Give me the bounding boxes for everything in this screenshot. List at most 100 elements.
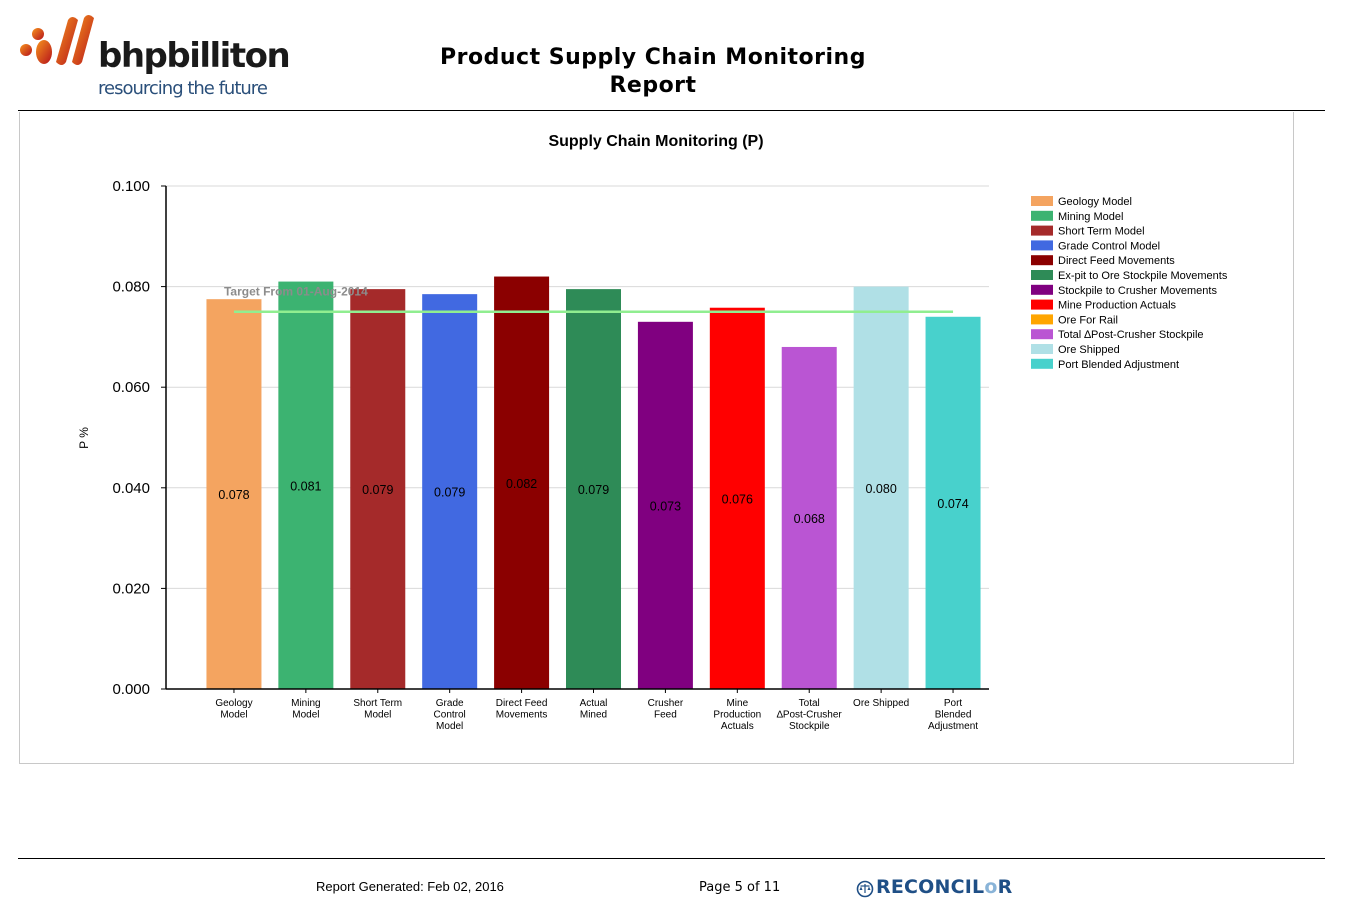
x-tick-label-line: Mine: [726, 698, 748, 709]
legend-label: Port Blended Adjustment: [1058, 359, 1179, 371]
x-tick-label-line: Actuals: [721, 721, 754, 732]
bar-value-label: 0.073: [650, 499, 681, 513]
legend-swatch: [1031, 299, 1053, 310]
x-tick-label-line: Geology: [215, 698, 252, 709]
bars: [206, 276, 981, 689]
footer-divider: [18, 858, 1325, 859]
legend-swatch: [1031, 240, 1053, 251]
x-tick-label-line: Mining: [291, 698, 320, 709]
x-tick-label-line: Mined: [580, 710, 607, 721]
legend-label: Geology Model: [1058, 196, 1132, 208]
legend-label: Mining Model: [1058, 211, 1123, 223]
bar-value-label: 0.080: [865, 482, 896, 496]
legend-swatch: [1031, 358, 1053, 369]
bar-value-label: 0.082: [506, 477, 537, 491]
page-indicator: Page 5 of 11: [699, 880, 781, 895]
x-tick-label-line: Short Term: [353, 698, 402, 709]
legend-label: Total ∆Post-Crusher Stockpile: [1058, 329, 1204, 341]
x-tick-label-line: Feed: [654, 710, 677, 721]
y-tick-label: 0.060: [112, 379, 150, 396]
y-tick-label: 0.080: [112, 279, 150, 296]
x-tick-label-line: Production: [713, 710, 761, 721]
bar-value-label: 0.076: [722, 492, 753, 506]
reconcilor-wordmark-suffix: R: [997, 876, 1013, 898]
x-tick-label-line: Direct Feed: [496, 698, 548, 709]
y-tick-label: 0.040: [112, 480, 150, 497]
axes: [161, 185, 989, 693]
legend-swatch: [1031, 225, 1053, 236]
x-tick-label: Total ∆Post-Crusher Stockpile: [777, 698, 843, 732]
legend-label: Mine Production Actuals: [1058, 300, 1177, 312]
x-tick-label: Crusher Feed: [648, 698, 684, 721]
report-title-line-2: Report: [609, 73, 697, 98]
bar-value-label: 0.079: [578, 483, 609, 497]
x-tick-label: Actual Mined: [580, 698, 608, 721]
legend-label: Ex-pit to Ore Stockpile Movements: [1058, 270, 1228, 282]
brand-tagline: resourcing the future: [98, 78, 268, 99]
x-tick-label-line: Crusher: [648, 698, 684, 709]
bar: [494, 276, 550, 689]
bar: [637, 321, 693, 689]
target-line-group: Target From 01-Aug-2014: [224, 285, 954, 313]
x-tick-label-line: Model: [292, 710, 319, 721]
x-tick-label-line: Blended: [935, 710, 972, 721]
legend-label: Grade Control Model: [1058, 240, 1160, 252]
x-tick-label-line: Stockpile: [789, 721, 830, 732]
legend-swatch: [1031, 329, 1053, 340]
supply-chain-chart: Supply Chain Monitoring (P) P % Target F…: [77, 133, 1228, 732]
x-tick-label: Mine Production Actuals: [713, 698, 761, 732]
bar: [925, 316, 981, 689]
x-tick-label: Mining Model: [291, 698, 320, 721]
legend-label: Stockpile to Crusher Movements: [1058, 285, 1217, 297]
legend-swatch: [1031, 284, 1053, 295]
bar-value-label: 0.079: [362, 483, 393, 497]
x-tick-label-line: Adjustment: [928, 721, 978, 732]
report-title-line-1: Product Supply Chain Monitoring: [440, 45, 866, 70]
x-tick-label-line: Ore Shipped: [853, 698, 909, 709]
bar: [350, 289, 406, 689]
chart-title: Supply Chain Monitoring (P): [548, 133, 763, 150]
bar-value-label: 0.068: [794, 512, 825, 526]
bar-value-label: 0.079: [434, 486, 465, 500]
legend-label: Ore For Rail: [1058, 314, 1118, 326]
x-tick-label: Short Term Model: [353, 698, 402, 721]
x-tick-label-line: Port: [944, 698, 963, 709]
target-line-label: Target From 01-Aug-2014: [224, 285, 368, 299]
value-labels: 0.078 0.081 0.079 0.079 0.082 0.079 0.073 0.076…: [218, 477, 968, 526]
bar: [206, 299, 262, 689]
x-tick-label: Grade Control Model: [434, 698, 466, 732]
x-tick-label-line: Movements: [496, 710, 548, 721]
bhp-logo-mark-icon: [20, 15, 94, 65]
x-tick-label-line: Total: [799, 698, 820, 709]
x-tick-label: Ore Shipped: [853, 698, 909, 709]
x-tick-label: Port Blended Adjustment: [928, 698, 978, 732]
reconcilor-wordmark: RECONCILoR: [876, 876, 1013, 898]
legend-swatch: [1031, 255, 1053, 266]
legend-label: Short Term Model: [1058, 226, 1145, 238]
report-generated-date: Report Generated: Feb 02, 2016: [316, 879, 504, 894]
legend-swatch: [1031, 210, 1053, 221]
legend-swatch: [1031, 196, 1053, 206]
y-axis-label: P %: [77, 427, 91, 449]
y-tick-labels: 0.000 0.020 0.040 0.060 0.080 0.100: [112, 178, 150, 698]
bar: [278, 281, 334, 689]
bar: [781, 346, 837, 689]
x-tick-label-line: Grade: [436, 698, 464, 709]
bar-value-label: 0.074: [937, 497, 968, 511]
bar: [566, 289, 621, 689]
y-tick-label: 0.000: [112, 681, 150, 698]
x-tick-label-line: Model: [364, 710, 391, 721]
header-divider: [18, 110, 1325, 111]
reconcilor-scale-icon: [856, 880, 874, 898]
x-tick-label: Direct Feed Movements: [496, 698, 548, 721]
reconcilor-wordmark-main: RECONCIL: [876, 876, 985, 898]
bar: [709, 307, 765, 689]
x-tick-label-line: Actual: [580, 698, 608, 709]
bar: [422, 294, 478, 689]
x-tick-label: Geology Model: [215, 698, 252, 721]
bar-value-label: 0.081: [290, 479, 321, 493]
y-tick-label: 0.100: [112, 178, 150, 195]
bar: [853, 286, 909, 689]
legend-label: Direct Feed Movements: [1058, 255, 1175, 267]
